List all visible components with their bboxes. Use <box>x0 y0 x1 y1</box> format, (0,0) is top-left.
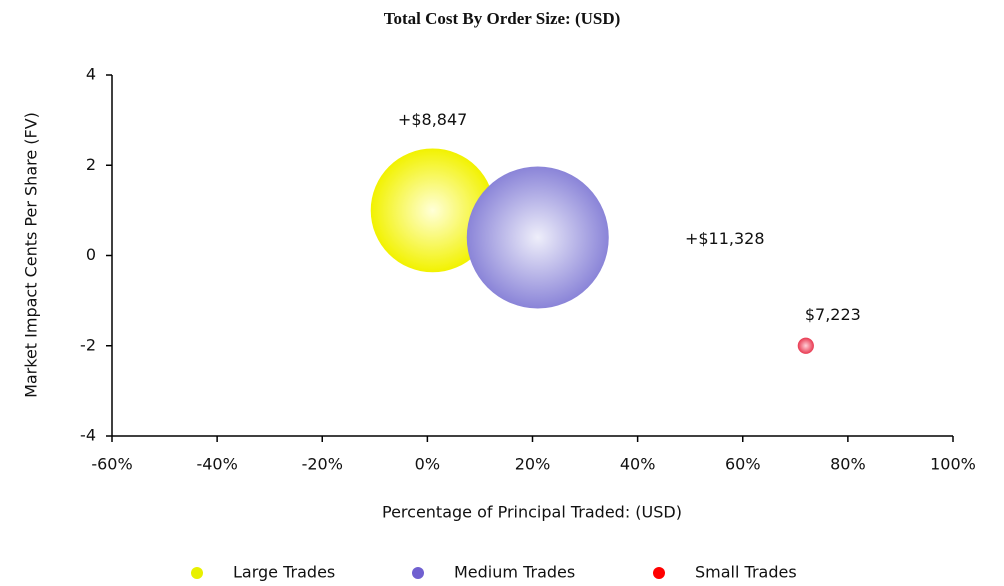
data-label: +$8,847 <box>398 110 467 129</box>
y-tick-label: 2 <box>86 155 96 174</box>
y-tick-label: 0 <box>86 245 96 264</box>
bubble <box>370 148 495 273</box>
bubble <box>466 166 609 309</box>
legend-label: Large Trades <box>233 563 335 582</box>
legend-marker <box>412 567 424 579</box>
x-tick-label: 100% <box>930 455 976 474</box>
bubble <box>797 337 814 354</box>
legend-marker <box>191 567 203 579</box>
data-label: +$11,328 <box>685 229 765 248</box>
x-tick-label: -40% <box>196 455 237 474</box>
x-tick-label: 20% <box>515 455 551 474</box>
y-tick-label: -2 <box>80 335 96 354</box>
x-tick-label: 0% <box>415 455 440 474</box>
chart-title: Total Cost By Order Size: (USD) <box>384 9 621 28</box>
legend-label: Small Trades <box>695 563 797 582</box>
legend-marker <box>653 567 665 579</box>
y-axis-label: Market Impact Cents Per Share (FV) <box>22 112 41 398</box>
y-tick-label: 4 <box>86 65 96 84</box>
legend-label: Medium Trades <box>454 563 575 582</box>
x-tick-label: -60% <box>91 455 132 474</box>
x-tick-label: 80% <box>830 455 866 474</box>
x-tick-label: 40% <box>620 455 656 474</box>
x-tick-label: 60% <box>725 455 761 474</box>
x-axis-label: Percentage of Principal Traded: (USD) <box>382 503 682 522</box>
y-tick-label: -4 <box>80 426 96 445</box>
data-label: $7,223 <box>805 305 861 324</box>
x-tick-label: -20% <box>302 455 343 474</box>
